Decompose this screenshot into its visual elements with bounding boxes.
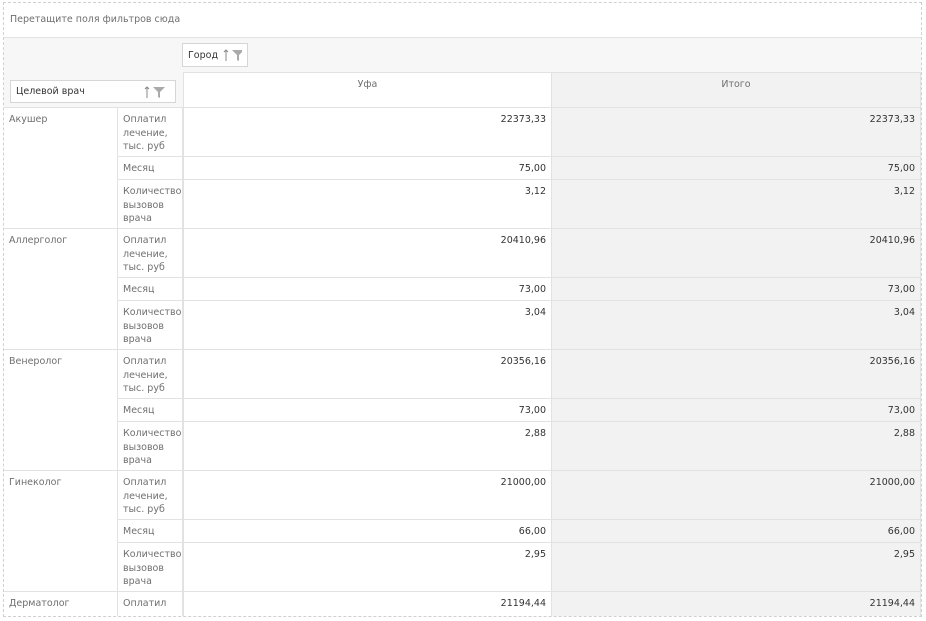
measure-label: Количество вызовов врача xyxy=(118,422,183,471)
value-cell: 3,12 xyxy=(552,180,921,229)
measure-label: Количество вызовов врача xyxy=(118,543,183,592)
value-cell: 73,00 xyxy=(552,278,921,301)
value-cell: 3,04 xyxy=(183,301,552,350)
sort-filter-icons xyxy=(144,85,165,98)
measure-label: Оплатил xyxy=(118,592,183,616)
value-cell: 21194,44 xyxy=(552,592,921,616)
measure-label: Оплатил лечение, тыс. руб xyxy=(118,108,183,157)
row-header: Гинеколог xyxy=(4,471,118,592)
value-cell: 20410,96 xyxy=(183,229,552,278)
measure-label: Количество вызовов врача xyxy=(118,180,183,229)
measure-label: Месяц xyxy=(118,520,183,543)
value-cell: 73,00 xyxy=(552,399,921,422)
measure-label: Месяц xyxy=(118,399,183,422)
measure-label: Оплатил лечение, тыс. руб xyxy=(118,229,183,278)
value-cell: 66,00 xyxy=(552,520,921,543)
measure-label: Месяц xyxy=(118,278,183,301)
measure-label: Месяц xyxy=(118,157,183,180)
column-field-chip[interactable]: Город xyxy=(182,43,248,67)
value-cell: 20410,96 xyxy=(552,229,921,278)
value-cell: 21000,00 xyxy=(552,471,921,520)
row-field: Целевой врач xyxy=(16,86,85,97)
measure-label: Оплатил лечение, тыс. руб xyxy=(118,471,183,520)
value-cell: 66,00 xyxy=(183,520,552,543)
value-cell: 21000,00 xyxy=(183,471,552,520)
value-cell: 22373,33 xyxy=(552,108,921,157)
value-cell: 22373,33 xyxy=(183,108,552,157)
row-header: Венеролог xyxy=(4,350,118,471)
measure-label: Оплатил лечение, тыс. руб xyxy=(118,350,183,399)
value-cell: 3,04 xyxy=(552,301,921,350)
sort-filter-icons xyxy=(223,49,242,61)
row-header: Акушер xyxy=(4,108,118,229)
row-header: Аллерголог xyxy=(4,229,118,350)
value-cell: 2,88 xyxy=(552,422,921,471)
column-field: Город xyxy=(188,49,219,61)
column-header: Уфа xyxy=(183,72,552,108)
value-cell: 73,00 xyxy=(183,278,552,301)
value-cell: 75,00 xyxy=(183,157,552,180)
value-cell: 3,12 xyxy=(183,180,552,229)
filter-area[interactable]: Перетащите поля фильтров сюда xyxy=(4,3,921,38)
value-cell: 75,00 xyxy=(552,157,921,180)
value-cell: 2,95 xyxy=(183,543,552,592)
value-cell: 20356,16 xyxy=(552,350,921,399)
value-cell: 21194,44 xyxy=(183,592,552,616)
column-header: Итого xyxy=(552,72,921,108)
row-header: Дерматолог xyxy=(4,592,118,616)
measure-label: Количество вызовов врача xyxy=(118,301,183,350)
filter-hint: Перетащите поля фильтров сюда xyxy=(10,14,181,25)
value-cell: 2,88 xyxy=(183,422,552,471)
value-cell: 73,00 xyxy=(183,399,552,422)
value-cell: 20356,16 xyxy=(183,350,552,399)
value-cell: 2,95 xyxy=(552,543,921,592)
row-field-chip[interactable]: Целевой врач xyxy=(10,80,176,103)
pivot-grid: Перетащите поля фильтров сюда Город Целе… xyxy=(3,2,922,617)
